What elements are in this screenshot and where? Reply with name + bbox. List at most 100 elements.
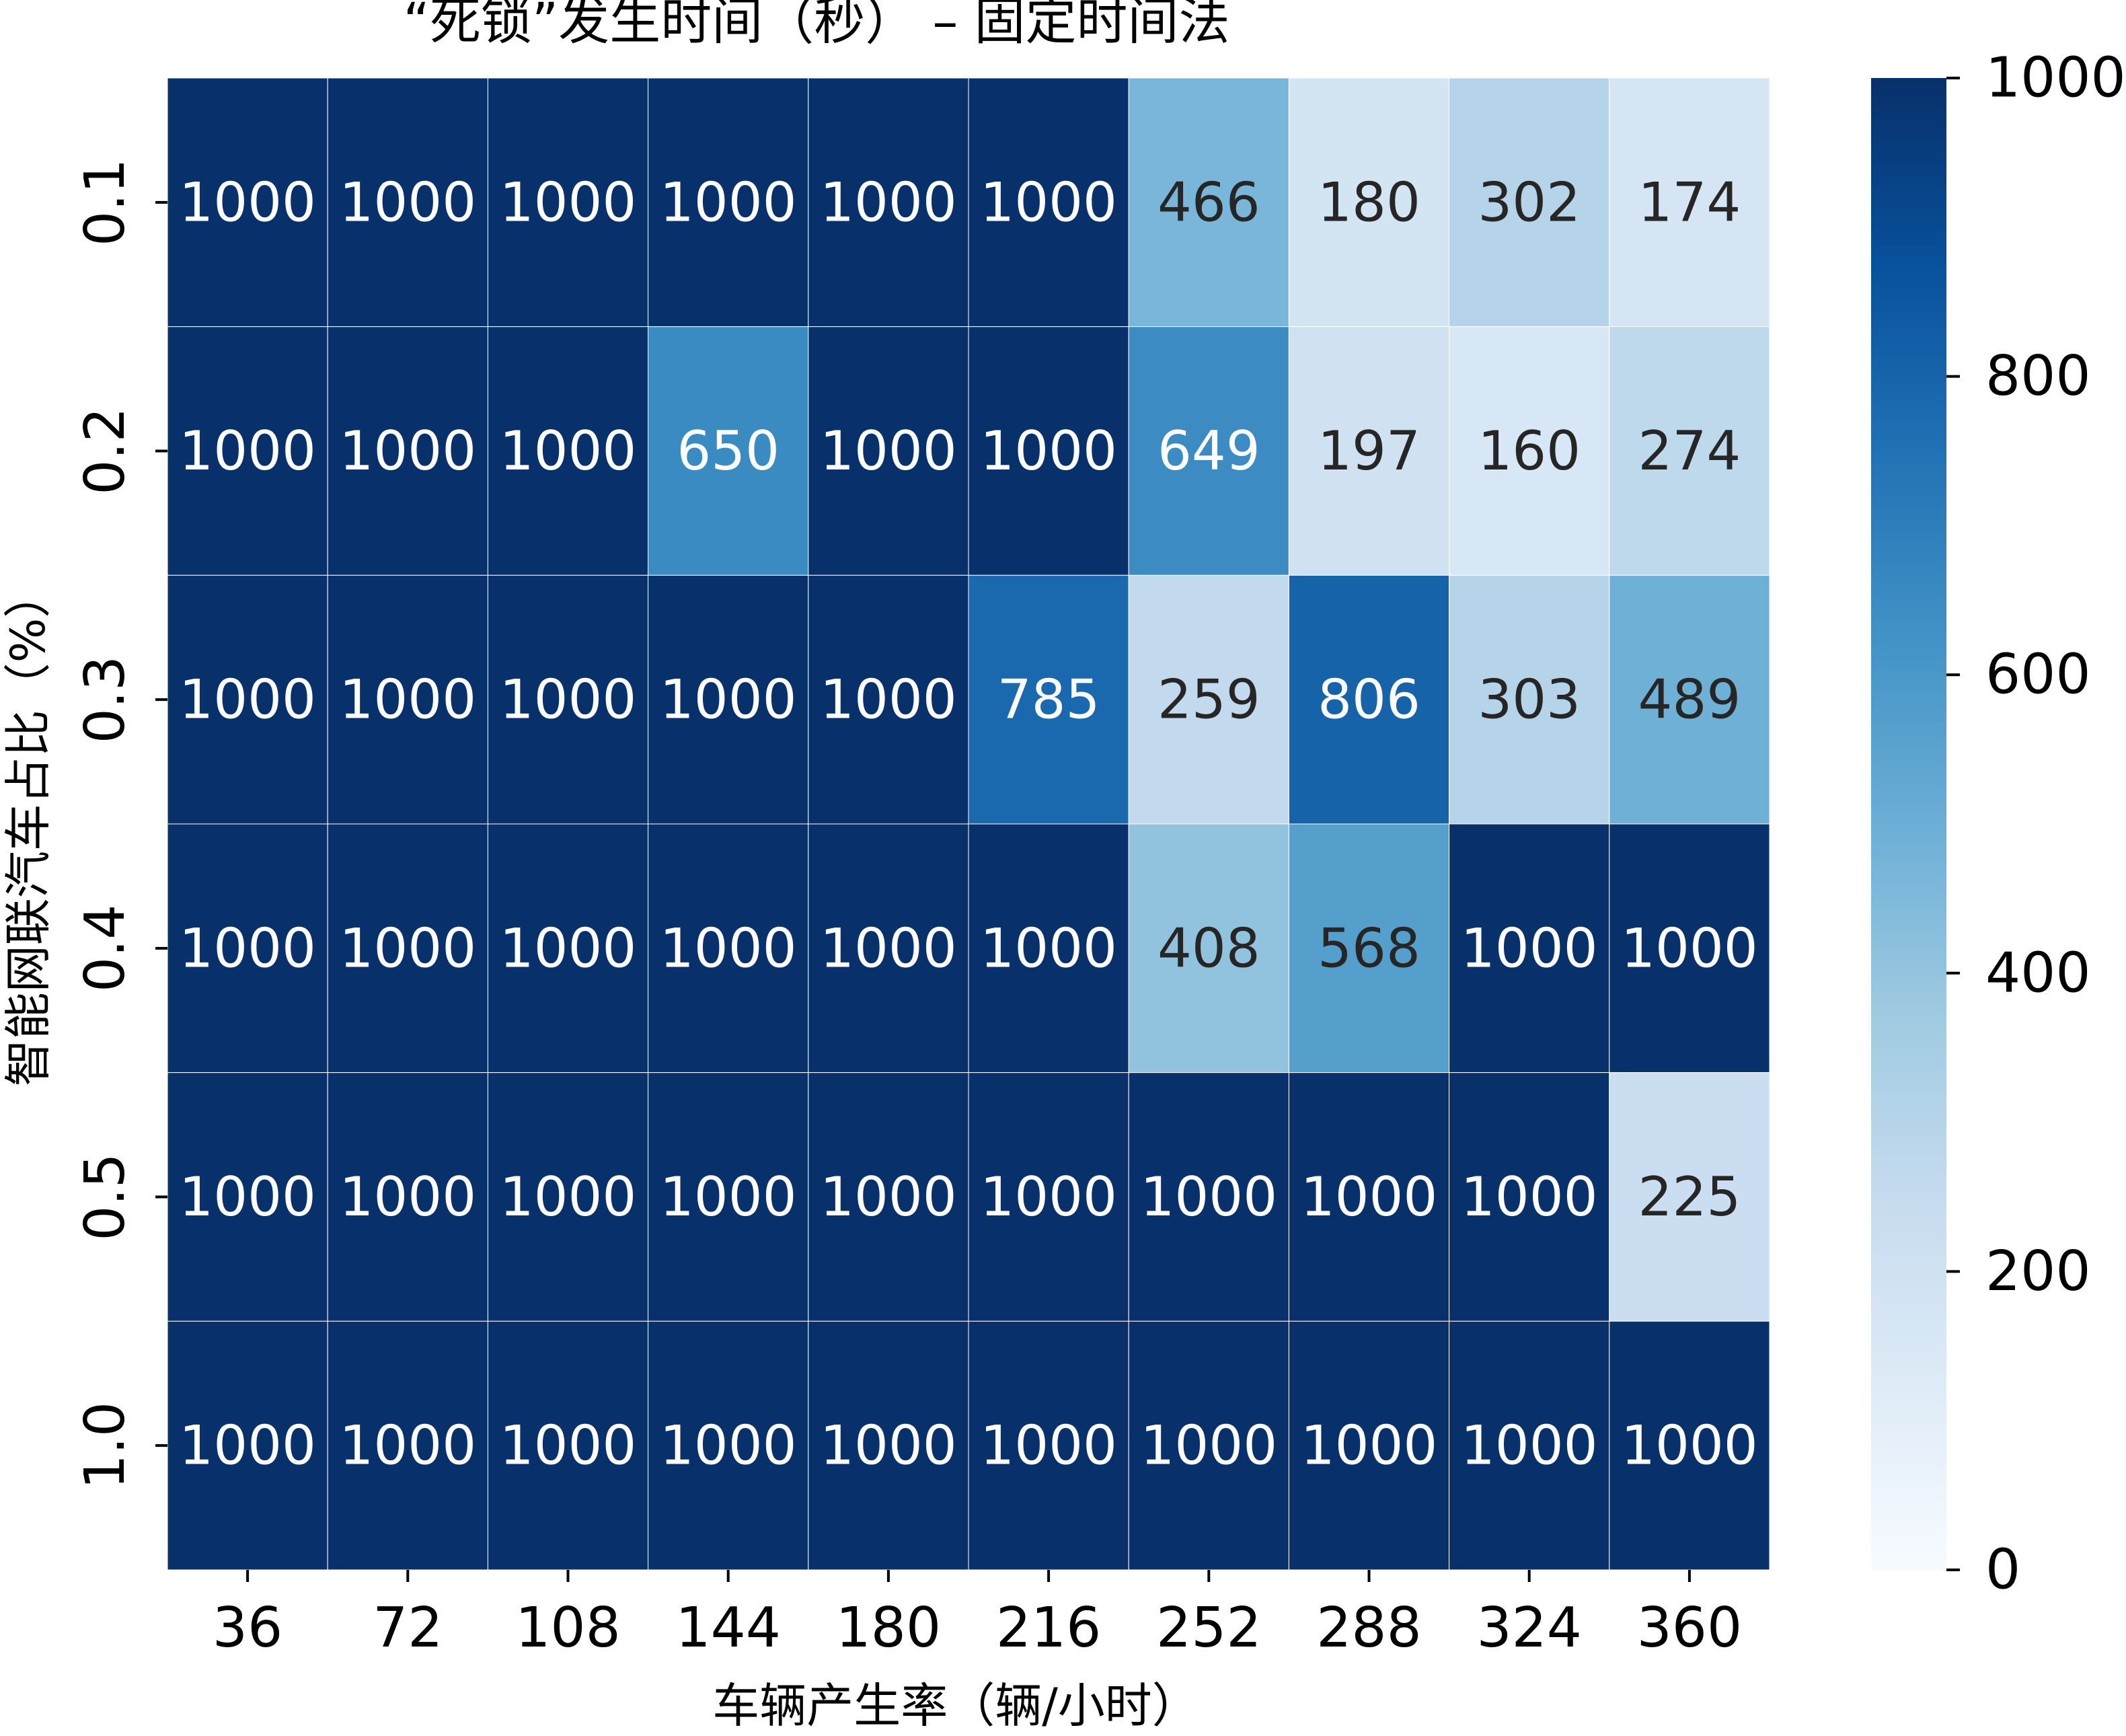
heatmap-cell-value: 302 (1478, 171, 1581, 233)
heatmap-cell (968, 77, 1129, 328)
colorbar-tick-label: 0 (1985, 1538, 2020, 1602)
heatmap-cell (487, 77, 649, 328)
x-axis: 36 72 108 144 180 216 252 288 324 360 (213, 1570, 1742, 1660)
heatmap-cell-value: 1000 (820, 171, 957, 233)
chart-title: “死锁”发生时间（秒） – 固定时间法 (403, 0, 1229, 51)
heatmap-cell (167, 77, 328, 328)
y-tick-label: 0.3 (73, 656, 137, 743)
heatmap-cell (1449, 1320, 1610, 1571)
y-tick-label: 1.0 (73, 1402, 137, 1489)
heatmap-cell-value: 1000 (340, 171, 477, 233)
heatmap-cell (1128, 574, 1289, 825)
y-tick-label: 0.2 (73, 407, 137, 494)
heatmap-cell-value: 1000 (179, 917, 316, 979)
heatmap-cell (1128, 1320, 1289, 1571)
x-tick-label: 360 (1637, 1596, 1743, 1660)
heatmap-cell (1288, 823, 1450, 1073)
heatmap-cell-value: 1000 (500, 420, 637, 482)
heatmap-cell (968, 823, 1129, 1073)
heatmap-cell (808, 77, 969, 328)
heatmap-cell-value: 1000 (179, 1414, 316, 1477)
heatmap-cell (648, 77, 809, 328)
heatmap-cell-value: 650 (677, 420, 780, 482)
heatmap-cell-value: 1000 (340, 669, 477, 731)
x-tick-label: 72 (373, 1596, 443, 1660)
heatmap-cell-value: 303 (1478, 669, 1581, 731)
heatmap-cell-value: 785 (997, 669, 1100, 731)
heatmap-cell-value: 1000 (660, 171, 797, 233)
heatmap-cell-value: 1000 (1461, 1414, 1598, 1477)
heatmap-cell (1609, 1320, 1770, 1571)
heatmap-cell (808, 326, 969, 576)
heatmap-cell (1128, 1072, 1289, 1322)
heatmap-cell-value: 180 (1318, 171, 1420, 233)
y-tick-label: 0.1 (73, 159, 137, 246)
heatmap-cell-value: 1000 (1461, 917, 1598, 979)
heatmap-cell (648, 823, 809, 1073)
heatmap-cell (968, 1320, 1129, 1571)
y-tick-label: 0.4 (73, 905, 137, 992)
heatmap-cell (1609, 77, 1770, 328)
heatmap-cell-value: 408 (1157, 917, 1260, 979)
heatmap-cell-value: 1000 (500, 669, 637, 731)
heatmap-cell (1449, 326, 1610, 576)
x-tick-label: 288 (1316, 1596, 1422, 1660)
heatmap-cell-value: 1000 (500, 917, 637, 979)
colorbar: 0 200 400 600 800 1000 (1871, 46, 2126, 1602)
heatmap-cell-value: 1000 (980, 1414, 1117, 1477)
x-tick-label: 36 (213, 1596, 282, 1660)
heatmap-cell (327, 574, 488, 825)
colorbar-tick-label: 400 (1985, 941, 2091, 1005)
colorbar-tick-label: 600 (1985, 643, 2091, 707)
heatmap-cell-value: 1000 (1141, 1166, 1278, 1228)
colorbar-tick-label: 1000 (1985, 46, 2126, 110)
heatmap-cell (1609, 574, 1770, 825)
heatmap-cell (1288, 326, 1450, 576)
heatmap-cell (1609, 326, 1770, 576)
heatmap-cell-value: 1000 (340, 1166, 477, 1228)
heatmap-cell-value: 1000 (980, 171, 1117, 233)
heatmap-cell (968, 1072, 1129, 1322)
heatmap-cell (167, 1320, 328, 1571)
x-axis-label: 车辆产生率（辆/小时） (712, 1678, 1199, 1733)
heatmap-cell (487, 1072, 649, 1322)
heatmap-cell-value: 1000 (660, 917, 797, 979)
heatmap-cell (1288, 77, 1450, 328)
heatmap-cell (1288, 1072, 1450, 1322)
heatmap-cell-value: 1000 (179, 171, 316, 233)
heatmap-cell (1449, 1072, 1610, 1322)
heatmap-cell-value: 1000 (980, 1166, 1117, 1228)
heatmap-cell (1128, 823, 1289, 1073)
heatmap-cell-value: 649 (1157, 420, 1260, 482)
heatmap-cell-value: 160 (1478, 420, 1581, 482)
heatmap-cell-labels: 1000 1000 1000 1000 1000 1000 466 180 302 174 1000… (179, 171, 1757, 1476)
x-tick-label: 216 (996, 1596, 1102, 1660)
heatmap-cells (167, 77, 1770, 1571)
heatmap-cell (327, 77, 488, 328)
y-tick-label: 0.5 (73, 1153, 137, 1240)
heatmap-cell-value: 1000 (340, 420, 477, 482)
heatmap-cell-value: 274 (1638, 420, 1741, 482)
heatmap-cell-value: 1000 (1621, 917, 1758, 979)
heatmap-cell (487, 574, 649, 825)
heatmap-cell-value: 806 (1318, 669, 1420, 731)
heatmap-cell-value: 1000 (820, 1414, 957, 1477)
heatmap-cell-value: 1000 (1301, 1414, 1438, 1477)
heatmap-cell-value: 1000 (500, 1414, 637, 1477)
x-tick-label: 180 (836, 1596, 942, 1660)
heatmap-cell (1128, 77, 1289, 328)
heatmap-cell (968, 326, 1129, 576)
heatmap-cell-value: 1000 (179, 669, 316, 731)
heatmap-cell (648, 326, 809, 576)
heatmap-cell-value: 1000 (1301, 1166, 1438, 1228)
heatmap-cell-value: 225 (1638, 1166, 1741, 1228)
colorbar-gradient (1871, 78, 1946, 1570)
heatmap-cell (167, 574, 328, 825)
heatmap-cell (1609, 823, 1770, 1073)
heatmap-cell-value: 1000 (500, 1166, 637, 1228)
heatmap-cell-value: 1000 (980, 917, 1117, 979)
heatmap-cell-value: 489 (1638, 669, 1741, 731)
heatmap-cell-value: 1000 (660, 1166, 797, 1228)
heatmap-cell-value: 1000 (820, 420, 957, 482)
